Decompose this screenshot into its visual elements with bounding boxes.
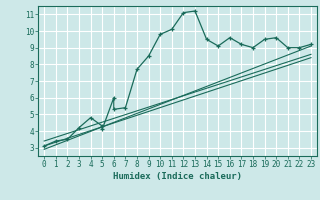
- X-axis label: Humidex (Indice chaleur): Humidex (Indice chaleur): [113, 172, 242, 181]
